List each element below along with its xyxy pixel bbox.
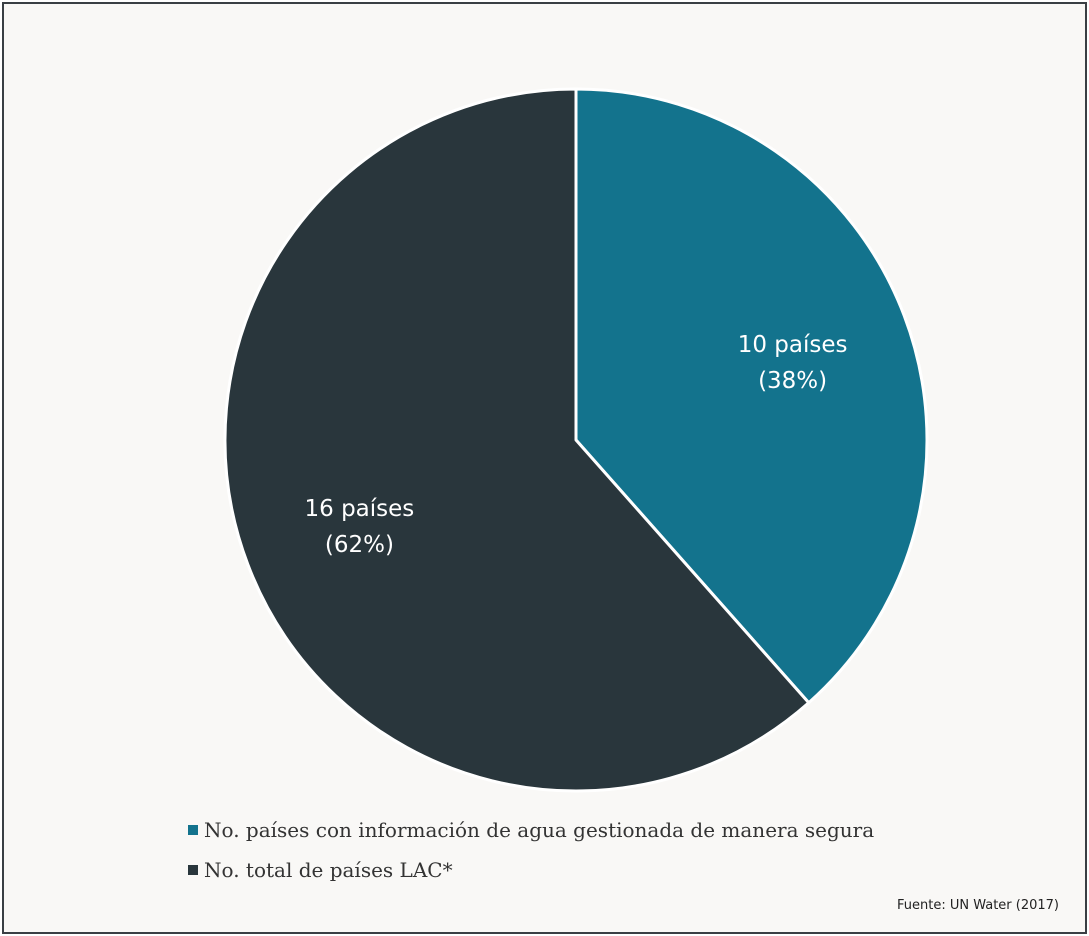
legend-swatch-informacion [188, 825, 198, 835]
pie-slices [223, 87, 929, 793]
pie-labels: 10 países (38%) 16 países (62%) [305, 332, 848, 558]
pie-label-percent-total: (62%) [325, 532, 394, 558]
legend-label-informacion: No. países con información de agua gesti… [204, 818, 875, 842]
pie-slice-total [223, 87, 811, 793]
legend-label-total: No. total de países LAC* [204, 858, 453, 882]
legend-swatch-total [188, 865, 198, 875]
legend-item-informacion: No. países con información de agua gesti… [188, 810, 874, 850]
pie-slice-informacion [574, 87, 929, 705]
legend: No. países con información de agua gesti… [188, 810, 874, 890]
legend-item-total: No. total de países LAC* [188, 850, 874, 890]
source-note: Fuente: UN Water (2017) [896, 898, 1059, 913]
pie-label-count-total: 16 países [305, 496, 415, 522]
pie-label-percent-informacion: (38%) [758, 368, 827, 394]
pie-label-count-informacion: 10 países [738, 332, 848, 358]
